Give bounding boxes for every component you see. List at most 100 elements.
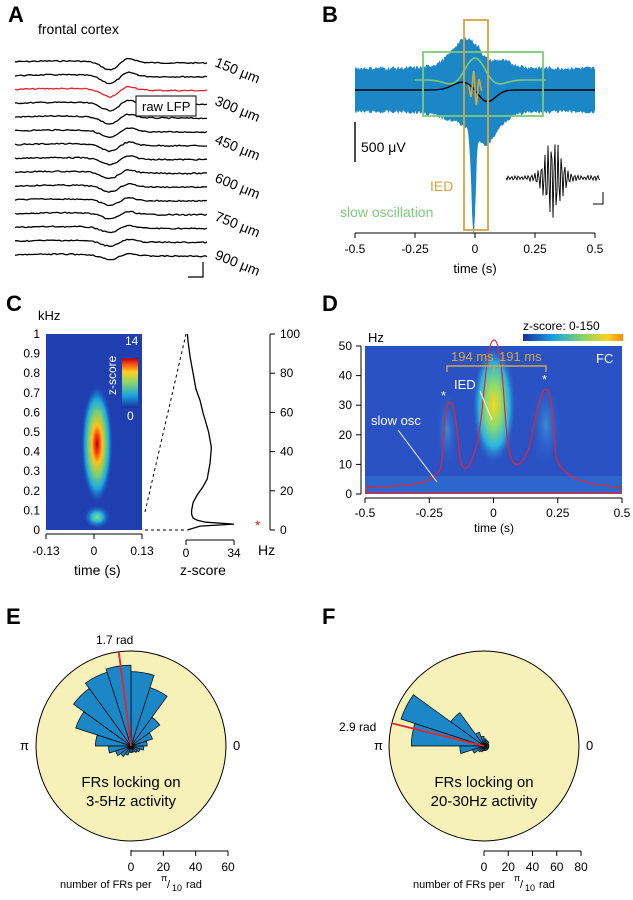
panel-c-zoom-line-high [144,333,187,513]
panel-d-star-right: * [542,372,547,387]
depth-label: 900 μm [213,246,263,278]
polar-wedge [124,745,132,756]
panel-e-axis-den: 10 [172,883,182,893]
panel-e-axis-unit: rad [186,879,202,891]
lfp-trace [14,85,208,98]
panel-b-band [355,37,595,233]
depth-label: 600 μm [213,169,263,201]
panel-a-scale-bar [188,262,204,278]
panel-b-slow-trace [415,57,546,85]
count-tick-label: 0 [481,860,488,874]
count-tick-label: 60 [550,860,564,874]
panel-d-contour [366,339,621,494]
x-tick-label: -0.25 [416,506,444,520]
panel-d-lowband [365,476,622,494]
panel-e-zero-label: 0 [233,738,240,753]
count-tick-label: 80 [574,860,588,874]
panel-a-depth-labels: 150 μm 300 μm 450 μm 600 μm 750 μm 900 μm [213,54,263,279]
polar-wedge [120,745,132,757]
polar-wedge [400,694,485,747]
panel-c-hotspot-high [81,384,113,504]
panel-b-scale-label: 500 μV [361,139,406,155]
depth-label: 300 μm [213,92,263,124]
lfp-trace [14,197,208,207]
depth-label: 750 μm [213,208,263,240]
panel-b-inset-trace [505,144,601,218]
panel-f-angle-label: 2.9 rad [339,720,376,734]
panel-a-traces [14,57,208,261]
x-tick-label: 0.25 [523,242,547,256]
y-tick-label: 0.3 [23,464,40,478]
count-tick-label: 0 [128,860,135,874]
panel-e-caption-1: FRs locking on [81,774,180,791]
panel-c-peak-marker: * [255,517,261,533]
panel-d-y-unit: Hz [368,330,384,345]
panel-d-x-label: time (s) [474,521,514,535]
x-tick-label: 0.5 [614,506,631,520]
panel-c-profile-x-ticks: 0 34 [183,540,241,560]
panel-c: C kHz 14 0 z-score 0 0.1 0.2 0.3 0.4 0.5 0.6 0.… [6,291,300,578]
panel-f-wedges [400,694,490,754]
panel-b-x-ticks: -0.5 -0.25 0 0.25 0.5 [345,233,604,256]
panel-c-letter: C [6,291,22,316]
polar-wedge [84,671,132,747]
y-tick-label: 0.8 [23,366,40,380]
panel-f-caption-2: 20-30Hz activity [431,793,538,810]
panel-f-axis-text: number of FRs per [413,879,505,891]
count-tick-label: 40 [526,860,540,874]
panel-c-x-ticks: -0.13 0 0.13 [32,534,154,558]
lfp-trace [14,238,208,247]
panel-f-zero-label: 0 [586,738,593,753]
profile-y-tick-label: 20 [280,484,294,498]
panel-f-axis-unit: rad [539,879,555,891]
panel-e-count-ticks: 0 20 40 60 [128,851,235,874]
panel-c-cbar-min: 0 [127,409,134,423]
lfp-trace [14,210,208,220]
panel-f-axis-num: π [514,873,520,883]
x-tick-label: 0 [472,242,479,256]
panel-e-axis-slash: / [167,879,171,891]
panel-f-letter: F [322,604,335,629]
profile-x-tick-label: 0 [183,546,190,560]
depth-label: 150 μm [213,54,263,86]
panel-f-axis-slash: / [520,879,524,891]
y-tick-label: 0.2 [23,484,40,498]
panel-c-profile-y-ticks: 0 20 40 60 80 100 [270,327,300,537]
profile-y-tick-label: 80 [280,366,294,380]
panel-a-region: frontal cortex [38,21,119,37]
lfp-trace [14,224,208,234]
panel-f-axis-label: number of FRs per π / 10 rad [413,873,555,893]
count-tick-label: 40 [189,860,203,874]
lfp-trace [14,155,208,166]
panel-d-interval2: 191 ms [499,349,542,364]
panel-c-x-label: time (s) [74,562,121,578]
y-tick-label: 10 [339,457,353,471]
panel-e-axis-text: number of FRs per [60,879,152,891]
panel-f-pi-label: π [374,738,383,753]
panel-d-slow-pointer [397,429,438,483]
lfp-trace [14,182,208,194]
x-tick-label: 0.13 [130,544,154,558]
profile-x-tick-label: 34 [227,546,241,560]
lfp-trace [14,127,208,138]
panel-d: D Hz z-score: 0-150 * * 194 ms 191 ms FC… [322,291,631,535]
panel-b: B 500 μV IED slow oscillation -0.5 -0.25 0… [322,2,604,276]
lfp-trace [14,169,208,180]
panel-d-slow-label: slow osc [371,413,421,428]
polar-wedge [73,687,132,747]
panel-c-cbar-max: 14 [125,334,139,348]
panel-d-ied-pointer [479,390,493,421]
count-tick-label: 20 [157,860,171,874]
x-tick-label: -0.5 [355,506,376,520]
y-tick-label: 0.5 [23,425,40,439]
y-tick-label: 40 [339,369,353,383]
panel-e-pi-label: π [20,738,29,753]
profile-y-tick-label: 60 [280,405,294,419]
x-tick-label: 0.25 [546,506,570,520]
panel-d-letter: D [322,291,338,316]
polar-wedge [95,734,132,747]
y-tick-label: 20 [339,428,353,442]
x-tick-label: 0.5 [587,242,604,256]
panel-d-interval1: 194 ms [451,349,494,364]
profile-y-tick-label: 40 [280,445,294,459]
